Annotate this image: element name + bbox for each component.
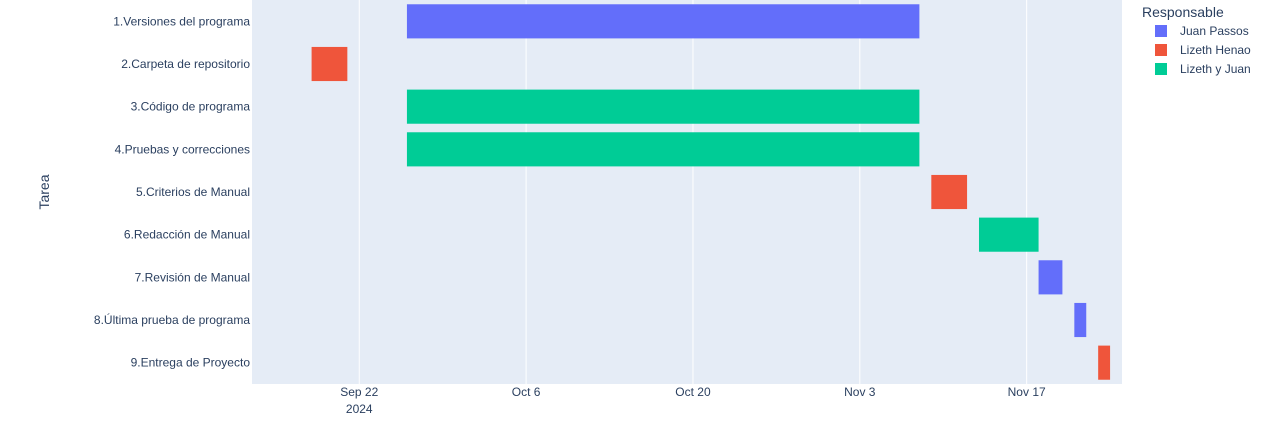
legend: Responsable Juan Passos Lizeth Henao Lizet… [1142,4,1251,76]
x-gridlines [358,0,1028,384]
x-axis-tick-labels: Sep 22 2024 Oct 6 Oct 20 Nov 3 Nov 17 [340,385,1046,416]
x-tick-sublabel: 2024 [346,402,373,416]
task-bar [406,132,920,167]
task-bar [931,174,968,210]
x-tick-label: Nov 3 [844,385,876,399]
legend-items: Juan Passos Lizeth Henao Lizeth y Juan [1155,24,1251,76]
legend-swatch[interactable] [1155,25,1167,37]
x-tick-label: Sep 22 [340,385,378,399]
task-bar [406,89,920,124]
x-tick-label: Nov 17 [1008,385,1046,399]
legend-label[interactable]: Lizeth y Juan [1180,62,1251,76]
y-tick-label: 3.Código de programa [131,100,251,114]
legend-swatch[interactable] [1155,44,1167,56]
y-axis-title: Tarea [36,174,52,209]
plot-background [252,0,1122,384]
task-bar [1038,260,1063,295]
y-tick-label: 6.Redacción de Manual [124,228,250,242]
y-tick-label: 8.Última prueba de programa [94,312,250,327]
y-tick-label: 7.Revisión de Manual [135,270,250,284]
task-bar [978,217,1039,252]
x-tick-label: Oct 6 [512,385,541,399]
task-bar [311,46,348,82]
task-bar [1098,345,1111,380]
task-bars [311,4,1111,380]
y-tick-label: 4.Pruebas y correcciones [115,142,250,156]
y-axis-tick-labels: 1.Versiones del programa 2.Carpeta de rep… [94,14,250,369]
task-bar [406,4,920,39]
y-tick-label: 1.Versiones del programa [113,14,250,28]
legend-title: Responsable [1142,4,1224,20]
task-bar [1074,302,1087,338]
y-tick-label: 9.Entrega de Proyecto [131,356,251,370]
legend-swatch[interactable] [1155,63,1167,75]
y-tick-label: 5.Criterios de Manual [136,185,250,199]
y-tick-label: 2.Carpeta de repositorio [121,57,250,71]
legend-label[interactable]: Lizeth Henao [1180,43,1251,57]
x-tick-label: Oct 20 [675,385,711,399]
legend-label[interactable]: Juan Passos [1180,24,1249,38]
